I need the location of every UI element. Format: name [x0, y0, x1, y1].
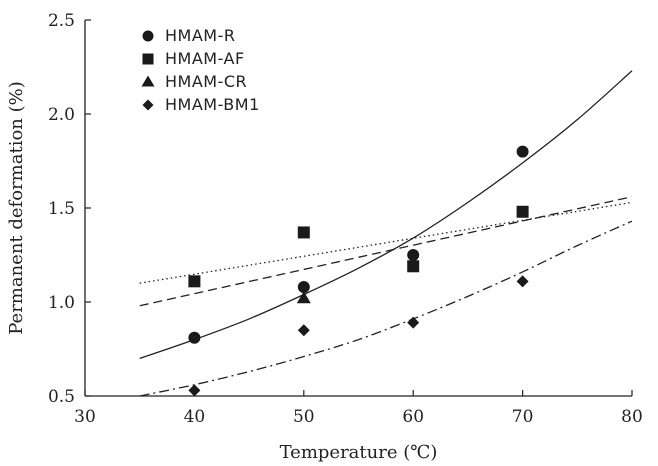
fit-line-hmam-r: [139, 70, 633, 360]
data-point-hmam-r: [516, 145, 529, 158]
x-tick-label: 80: [621, 407, 643, 427]
data-point-hmam-r: [188, 331, 201, 344]
x-tick-label: 70: [512, 407, 534, 427]
legend-label: HMAM-CR: [165, 72, 247, 91]
data-point-hmam-r: [297, 280, 310, 293]
data-point-hmam-cr: [296, 291, 311, 304]
legend-label: HMAM-BM1: [165, 95, 260, 114]
legend-marker-hmam-r: [142, 30, 154, 42]
y-tick-label: 0.5: [48, 387, 75, 407]
fit-line-hmam-cr: [139, 201, 633, 284]
legend-label: HMAM-R: [165, 26, 235, 45]
data-point-hmam-bm1: [516, 275, 529, 288]
data-point-hmam-af: [516, 205, 529, 218]
y-axis-title: Permanent deformation (%): [6, 81, 27, 335]
axes: 30 40 50 60 70 80 0.5 1.0 1.5 2.0 2.5: [48, 11, 643, 427]
y-tick-label: 1.5: [48, 199, 75, 219]
x-tick-label: 50: [293, 407, 315, 427]
data-point-hmam-af: [407, 260, 420, 273]
y-tick-label: 2.0: [48, 105, 75, 125]
legend-marker-hmam-af: [142, 53, 154, 65]
fit-line-hmam-af: [139, 196, 633, 307]
data-markers: [188, 145, 529, 397]
legend-label: HMAM-AF: [165, 49, 245, 68]
data-point-hmam-af: [297, 226, 310, 239]
data-point-hmam-bm1: [297, 324, 310, 337]
y-tick-label: 1.0: [48, 293, 75, 313]
fit-lines: [139, 70, 633, 397]
data-point-hmam-bm1: [188, 384, 201, 397]
legend: HMAM-R HMAM-AF HMAM-CR HMAM-BM1: [141, 26, 260, 114]
y-tick-label: 2.5: [48, 11, 75, 31]
data-point-hmam-r: [407, 249, 420, 261]
x-tick-label: 30: [74, 407, 96, 427]
x-tick-label: 40: [184, 407, 206, 427]
data-point-hmam-bm1: [407, 316, 420, 329]
data-point-hmam-af: [188, 275, 201, 288]
fit-line-hmam-bm1: [139, 220, 633, 397]
x-axis-title: Temperature (℃): [280, 442, 438, 463]
legend-marker-hmam-cr: [141, 75, 155, 87]
x-tick-label: 60: [402, 407, 424, 427]
legend-marker-hmam-bm1: [142, 99, 154, 111]
